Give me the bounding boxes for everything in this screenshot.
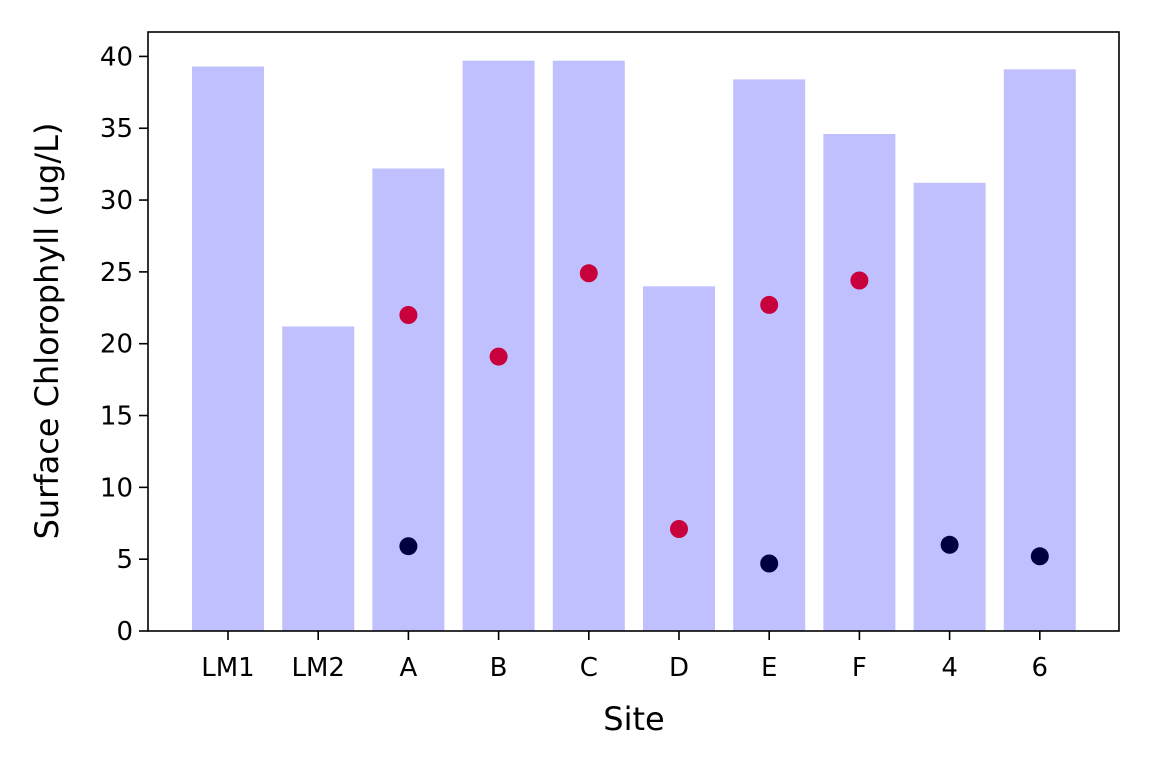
y-tick-label: 0 bbox=[116, 617, 133, 647]
y-tick-label: 10 bbox=[100, 473, 133, 503]
x-tick-label: LM2 bbox=[291, 653, 344, 683]
x-tick-label: E bbox=[761, 653, 777, 683]
bar-D bbox=[643, 286, 715, 631]
bar-E bbox=[733, 79, 806, 631]
bar-4 bbox=[913, 182, 986, 632]
bar-6 bbox=[1003, 69, 1076, 632]
y-tick-label: 30 bbox=[100, 186, 133, 216]
x-tick-label: 4 bbox=[941, 653, 958, 683]
point-s0-E bbox=[760, 295, 779, 314]
points-layer bbox=[399, 264, 1049, 573]
bar-C bbox=[552, 60, 625, 631]
x-tick-label: A bbox=[400, 653, 418, 683]
x-tick-label: C bbox=[580, 653, 598, 683]
plot-frame bbox=[147, 31, 1120, 632]
bar-F bbox=[823, 134, 896, 631]
y-axis: 0 5 10 15 20 25 30 35 40 bbox=[100, 42, 148, 647]
x-tick-label: LM1 bbox=[201, 653, 254, 683]
x-axis: LM1 LM2 A B C D E F 4 6 bbox=[201, 631, 1048, 683]
y-tick-label: 40 bbox=[100, 42, 133, 72]
bar-LM2 bbox=[282, 326, 355, 631]
x-tick-label: B bbox=[490, 653, 508, 683]
y-tick-label: 15 bbox=[100, 402, 133, 432]
y-axis-label: Surface Chlorophyll (ug/L) bbox=[28, 123, 66, 540]
bar-B bbox=[462, 60, 535, 631]
point-s1-6 bbox=[1030, 547, 1049, 566]
bar-LM1 bbox=[192, 66, 264, 631]
y-tick-label: 20 bbox=[100, 330, 133, 360]
x-tick-label: 6 bbox=[1032, 653, 1049, 683]
bars-layer bbox=[192, 60, 1076, 632]
point-s0-C bbox=[579, 264, 598, 283]
x-axis-label: Site bbox=[603, 700, 664, 738]
x-tick-label: D bbox=[669, 653, 689, 683]
point-s1-4 bbox=[940, 535, 959, 554]
y-tick-label: 25 bbox=[100, 258, 133, 288]
bar-A bbox=[372, 168, 445, 631]
point-s1-E bbox=[760, 554, 779, 573]
point-s0-A bbox=[399, 306, 418, 324]
point-s0-F bbox=[850, 271, 869, 290]
point-s1-A bbox=[399, 537, 418, 556]
y-tick-label: 35 bbox=[100, 114, 133, 144]
y-tick-label: 5 bbox=[116, 545, 133, 575]
x-tick-label: F bbox=[852, 653, 867, 683]
point-s0-D bbox=[670, 520, 688, 538]
point-s0-B bbox=[489, 347, 508, 366]
